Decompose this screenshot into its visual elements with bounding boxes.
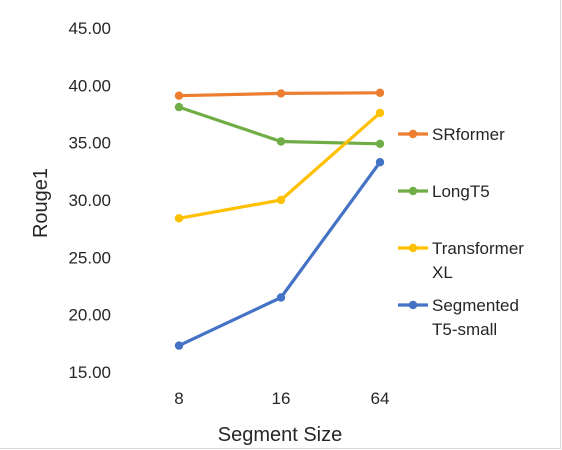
legend-label: XL [432,263,453,282]
data-point-srformer [276,89,286,98]
data-point-segmented-t5-small [375,158,385,167]
y-tick-label: 40.00 [68,76,111,95]
data-point-transformer-xl [276,195,286,205]
y-axis-ticks: 15.00 20.00 25.00 30.00 35.00 40.00 45.00 [68,19,111,382]
x-axis-title: Segment Size [218,424,343,446]
y-tick-label: 30.00 [68,191,111,210]
x-tick-label: 8 [174,389,183,408]
y-axis-title: Rouge1 [30,168,52,238]
y-tick-label: 45.00 [68,19,111,38]
data-point-transformer-xl [375,108,385,118]
legend-label: Segmented [432,296,519,315]
series-srformer [174,88,385,100]
series-layer [174,88,385,350]
y-tick-label: 25.00 [68,248,111,267]
series-transformer-xl [174,108,385,223]
legend-label: SRformer [432,125,505,144]
legend-swatch-marker [408,300,418,310]
data-point-longt5 [174,102,184,112]
data-point-segmented-t5-small [174,341,184,350]
y-tick-label: 20.00 [68,306,111,325]
series-longt5 [174,102,385,148]
legend-item-segmented-t5-small: Segmented T5-small [398,296,519,339]
data-point-segmented-t5-small [276,293,286,302]
x-tick-label: 16 [272,389,291,408]
legend-label: Transformer [432,239,524,258]
legend: SRformer LongT5 Transformer XL Segmented T5-s… [398,125,524,339]
series-line-segmented-t5-small [177,160,382,348]
legend-label: LongT5 [432,182,490,201]
legend-swatch-marker [408,186,418,196]
legend-item-srformer: SRformer [398,125,505,144]
x-tick-label: 64 [371,389,390,408]
x-axis-ticks: 8 16 64 [174,389,389,408]
data-point-longt5 [276,137,286,146]
legend-label: T5-small [432,320,497,339]
series-segmented-t5-small [174,158,385,350]
legend-item-transformer-xl: Transformer XL [398,239,524,282]
data-point-srformer [174,91,184,100]
data-point-transformer-xl [174,214,184,223]
y-tick-label: 35.00 [68,134,111,153]
legend-swatch-marker [408,243,418,253]
legend-item-longt5: LongT5 [398,182,490,201]
legend-swatch-marker [408,129,418,139]
data-point-longt5 [375,139,385,148]
data-point-srformer [375,88,385,98]
y-tick-label: 15.00 [68,363,111,382]
